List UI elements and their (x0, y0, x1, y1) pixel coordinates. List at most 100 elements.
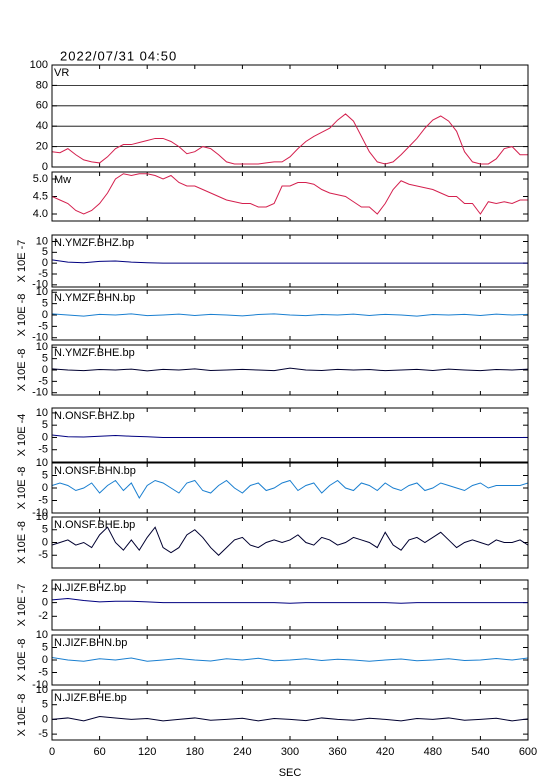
panel-label: Mw (54, 174, 71, 186)
panel-frame (51, 516, 529, 569)
panel-label: N.JIZF.BHZ.bp (54, 582, 126, 594)
y-tick-label: 5 (42, 246, 48, 258)
y-tick-label: 0 (42, 482, 48, 494)
y-tick-label: -5 (38, 728, 48, 740)
panel-label: N.YMZF.BHN.bp (54, 292, 135, 304)
y-tick-label: -5 (38, 666, 48, 678)
x-axis-label: SEC (279, 767, 302, 779)
y-tick-label: -10 (32, 279, 48, 291)
y-tick-label: 0 (42, 536, 48, 548)
y-tick-label: 100 (30, 59, 48, 71)
panel-label: N.YMZF.BHZ.bp (54, 237, 134, 249)
y-tick-label: 60 (36, 100, 48, 112)
y-axis-label: X 10E -8 (16, 294, 28, 337)
panel-frame (51, 344, 529, 396)
x-tick-label: 540 (471, 746, 489, 758)
x-tick-label: 60 (93, 746, 105, 758)
x-tick-label: 300 (281, 746, 299, 758)
trace (52, 715, 528, 722)
panel-label: N.ONSF.BHN.bp (54, 465, 136, 477)
panel-frame (51, 579, 529, 631)
y-axis-label: X 10E -8 (16, 639, 28, 682)
y-tick-label: -5 (38, 494, 48, 506)
y-tick-label: 10 (36, 235, 48, 247)
trace (52, 113, 528, 165)
y-tick-label: 5 (42, 469, 48, 481)
chart-title: 2022/07/31 04:50 (60, 48, 177, 63)
y-tick-label: 4.0 (33, 208, 48, 220)
y-tick-label: -5 (38, 549, 48, 561)
panel-frame (51, 64, 529, 168)
y-axis-label: X 10E -7 (16, 240, 28, 283)
y-tick-label: 10 (36, 286, 48, 298)
panel-label: VR (54, 67, 69, 79)
panel-frame (51, 689, 529, 741)
y-tick-label: 5 (42, 298, 48, 310)
y-tick-label: 0 (42, 309, 48, 321)
y-tick-label: 10 (36, 629, 48, 641)
panel-label: N.ONSF.BHE.bp (54, 519, 135, 531)
y-axis-label: X 10E -8 (16, 521, 28, 564)
x-tick-label: 0 (49, 746, 55, 758)
y-tick-label: 0 (42, 431, 48, 443)
trace (52, 479, 528, 499)
trace (52, 367, 528, 372)
y-tick-label: 5.0 (33, 173, 48, 185)
panel-frame (51, 289, 529, 341)
trace (52, 526, 528, 556)
y-axis-label: X 10E -4 (16, 414, 28, 457)
trace (52, 173, 528, 215)
x-tick-label: 120 (138, 746, 156, 758)
y-tick-label: 5 (42, 641, 48, 653)
y-tick-label: 10 (36, 457, 48, 469)
y-tick-label: 5 (42, 524, 48, 536)
panel-frame (51, 634, 529, 686)
panel-label: N.YMZF.BHE.bp (54, 347, 135, 359)
y-tick-label: -5 (38, 320, 48, 332)
x-tick-label: 420 (376, 746, 394, 758)
y-tick-label: 0 (42, 364, 48, 376)
trace (52, 597, 528, 604)
panel-label: N.ONSF.BHZ.bp (54, 410, 135, 422)
y-tick-label: -2 (38, 610, 48, 622)
panel-label: N.JIZF.BHE.bp (54, 692, 127, 704)
trace (52, 657, 528, 662)
x-tick-label: 600 (519, 746, 537, 758)
y-tick-label: 40 (36, 120, 48, 132)
trace (52, 259, 528, 264)
y-tick-label: 0 (42, 597, 48, 609)
y-axis-label: X 10E -8 (16, 349, 28, 392)
y-tick-label: 0 (42, 713, 48, 725)
y-tick-label: 2 (42, 583, 48, 595)
y-tick-label: 10 (36, 407, 48, 419)
y-tick-label: 0 (42, 161, 48, 173)
trace (52, 313, 528, 317)
y-tick-label: 10 (36, 341, 48, 353)
y-tick-label: 10 (36, 511, 48, 523)
panel-frame (51, 407, 529, 463)
x-tick-label: 180 (186, 746, 204, 758)
y-tick-label: -5 (38, 444, 48, 456)
y-tick-label: -5 (38, 375, 48, 387)
y-tick-label: 20 (36, 141, 48, 153)
panel-label: N.JIZF.BHN.bp (54, 637, 127, 649)
y-tick-label: -10 (32, 332, 48, 344)
y-axis-label: X 10E -8 (16, 694, 28, 737)
y-tick-label: -10 (32, 387, 48, 399)
y-axis-label: X 10E -7 (16, 584, 28, 627)
y-tick-label: 4.5 (33, 190, 48, 202)
y-tick-label: 5 (42, 353, 48, 365)
panel-frame (51, 462, 529, 514)
y-tick-label: -10 (32, 507, 48, 519)
y-tick-label: 0 (42, 257, 48, 269)
x-tick-label: 480 (424, 746, 442, 758)
y-axis-label: X 10E -8 (16, 467, 28, 510)
y-tick-label: 80 (36, 79, 48, 91)
y-tick-label: 0 (42, 654, 48, 666)
y-tick-label: 5 (42, 419, 48, 431)
y-tick-label: 10 (36, 684, 48, 696)
y-tick-label: 5 (42, 699, 48, 711)
panel-frame (51, 234, 529, 288)
x-tick-label: 360 (328, 746, 346, 758)
